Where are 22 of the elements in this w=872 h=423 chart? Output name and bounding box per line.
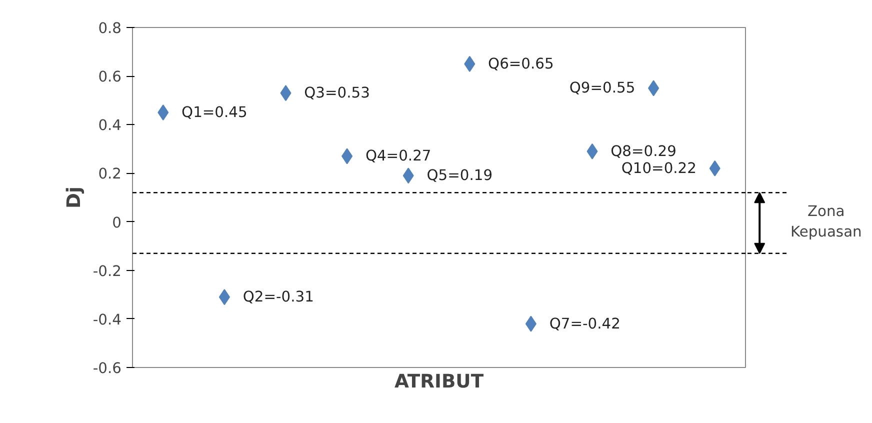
data-label: Q2=-0.31 — [242, 288, 314, 306]
x-axis-title: ATRIBUT — [394, 372, 484, 392]
point — [158, 104, 169, 120]
data-label: Q3=0.53 — [304, 84, 370, 102]
y-tick-label: 0 — [112, 214, 122, 232]
y-tick-label: -0.2 — [92, 262, 122, 280]
data-label: Q6=0.65 — [488, 55, 554, 72]
y-tick-label: 0.6 — [98, 68, 122, 86]
text: Zona Kepuasan — [790, 203, 862, 240]
y-tick-label: 0.2 — [98, 166, 122, 183]
data-label: Q8=0.29 — [610, 142, 676, 160]
y-axis-title: Dj — [64, 186, 85, 208]
y-tick-label: -0.6 — [92, 360, 122, 377]
y-tick-label: -0.4 — [92, 311, 122, 328]
data-label: Q4=0.27 — [365, 148, 432, 165]
y-tick-label: 0.4 — [98, 117, 122, 134]
data-label: Q10=0.22 — [621, 160, 696, 177]
data-label: Q5=0.19 — [426, 167, 493, 184]
y-tick-label: 0.8 — [98, 20, 122, 37]
data-label: Q7=-0.42 — [549, 315, 620, 332]
data-label: Q1=0.45 — [182, 104, 248, 121]
data-label: Q9=0.55 — [569, 80, 636, 97]
